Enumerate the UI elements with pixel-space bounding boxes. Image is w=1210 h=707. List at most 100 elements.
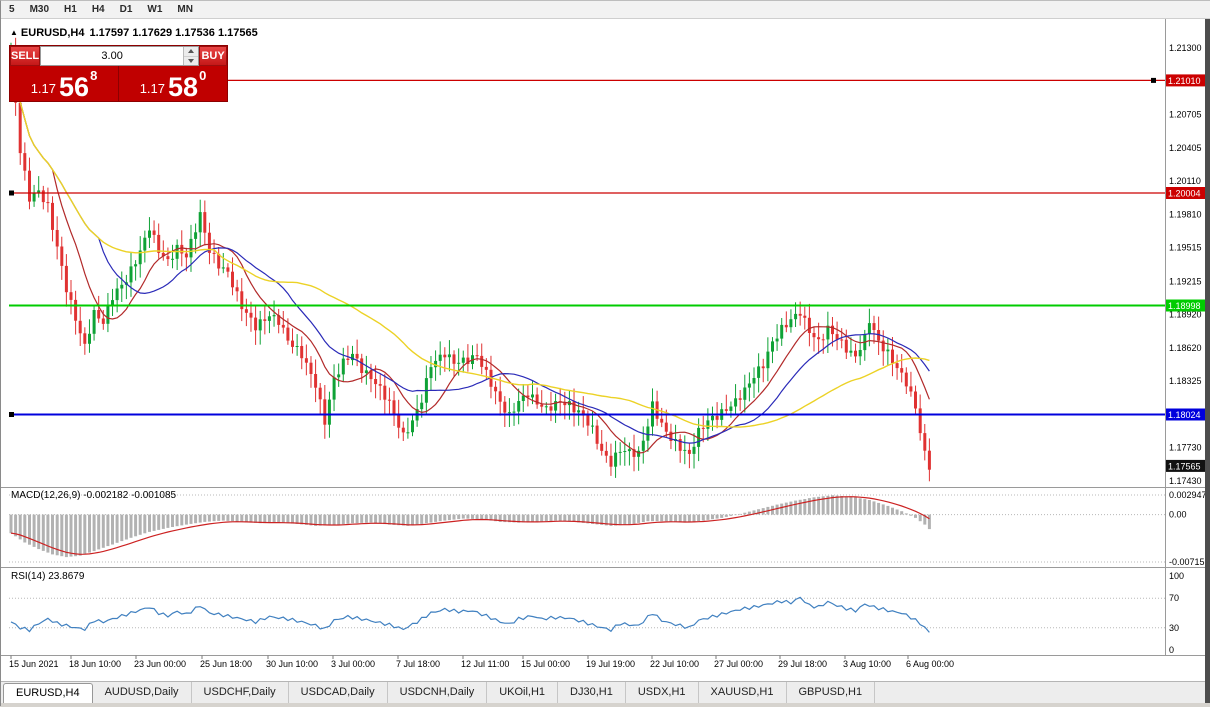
candle-body xyxy=(766,351,770,369)
macd-histogram-bar xyxy=(891,507,894,515)
macd-histogram-bar xyxy=(651,514,654,522)
macd-histogram-bar xyxy=(231,514,234,522)
volume-decrease-button[interactable] xyxy=(184,56,199,65)
macd-histogram-bar xyxy=(687,514,691,523)
timeframe-button-d1[interactable]: D1 xyxy=(119,4,133,15)
macd-histogram-bar xyxy=(678,514,682,523)
chart-tab-xauusd-h1[interactable]: XAUUSD,H1 xyxy=(699,682,787,703)
macd-histogram-bar xyxy=(466,514,470,519)
price-divider xyxy=(118,66,119,101)
macd-histogram-bar xyxy=(254,514,258,523)
timeframe-button-h1[interactable]: H1 xyxy=(64,4,77,15)
macd-histogram-bar xyxy=(923,514,927,525)
macd-histogram-bar xyxy=(291,514,294,524)
candle-body xyxy=(401,427,405,433)
sell-price-display[interactable]: 1.17 56 8 xyxy=(10,66,118,101)
candle-body xyxy=(461,357,465,363)
chart-symbol-label: EURUSD,H4 xyxy=(20,27,85,39)
level-price-badge xyxy=(1166,408,1208,421)
chart-tab-usdcnh-daily[interactable]: USDCNH,Daily xyxy=(388,682,488,703)
macd-histogram-bar xyxy=(37,514,41,550)
line-handle[interactable] xyxy=(9,190,14,196)
price-tick-label: 1.17730 xyxy=(1169,442,1202,452)
candle-body xyxy=(826,325,830,340)
volume-input[interactable] xyxy=(41,47,184,65)
timeframe-button-w1[interactable]: W1 xyxy=(147,4,163,15)
level-price-label: 1.18998 xyxy=(1168,301,1201,311)
chart-tab-audusd-daily[interactable]: AUDUSD,Daily xyxy=(93,682,192,703)
macd-histogram-bar xyxy=(637,514,641,523)
macd-histogram-bar xyxy=(669,514,673,522)
volume-stepper[interactable] xyxy=(40,46,200,66)
candle-body xyxy=(849,350,853,353)
buy-button[interactable]: BUY xyxy=(199,46,227,66)
candle-body xyxy=(858,350,862,357)
timeframe-button-mn[interactable]: MN xyxy=(177,4,193,15)
candle-body xyxy=(503,401,507,413)
chart-tab-usdchf-daily[interactable]: USDCHF,Daily xyxy=(192,682,289,703)
candle-body xyxy=(494,386,498,392)
candle-body xyxy=(632,449,636,457)
macd-histogram-bar xyxy=(295,514,299,524)
macd-histogram-bar xyxy=(706,514,710,520)
macd-histogram-bar xyxy=(134,514,138,537)
macd-histogram-bar xyxy=(392,514,396,525)
candle-body xyxy=(240,291,244,310)
candle-body xyxy=(687,449,691,454)
line-handle[interactable] xyxy=(1151,77,1156,83)
chart-tab-eurusd-h4[interactable]: EURUSD,H4 xyxy=(3,683,93,703)
timeframe-button-m30[interactable]: M30 xyxy=(29,4,50,15)
macd-histogram-bar xyxy=(364,514,368,523)
macd-histogram-bar xyxy=(572,514,576,522)
slow-ma-line xyxy=(10,50,930,428)
timeframe-button-h4[interactable]: H4 xyxy=(91,4,105,15)
candle-body xyxy=(637,450,641,457)
sell-button[interactable]: SELL xyxy=(10,46,41,66)
volume-increase-button[interactable] xyxy=(184,47,199,57)
candle-body xyxy=(148,230,151,238)
macd-histogram-bar xyxy=(581,514,585,523)
buy-price-prefix: 1.17 xyxy=(139,81,166,96)
candle-body xyxy=(554,401,558,411)
level-price-label: 1.20004 xyxy=(1168,189,1201,199)
candle-body xyxy=(817,337,821,340)
macd-histogram-bar xyxy=(240,514,244,522)
price-tick-label: 1.17430 xyxy=(1169,476,1202,486)
macd-histogram-bar xyxy=(724,514,728,517)
candle-body xyxy=(420,402,424,410)
chart-tab-gbpusd-h1[interactable]: GBPUSD,H1 xyxy=(787,682,876,703)
price-axis[interactable]: 1.21300 1.20705 1.20405 1.20110 1.19810 1.195… xyxy=(1166,43,1210,655)
macd-histogram-bar xyxy=(521,514,525,523)
candle-body xyxy=(572,401,576,413)
macd-histogram-bar xyxy=(314,514,318,526)
candle-body xyxy=(724,409,728,411)
chart-tab-ukoil-h1[interactable]: UKOil,H1 xyxy=(487,682,559,703)
chart-tab-dj30-h1[interactable]: DJ30,H1 xyxy=(558,682,626,703)
chart-tab-usdcad-daily[interactable]: USDCAD,Daily xyxy=(289,682,388,703)
macd-histogram-bar xyxy=(32,514,36,547)
candle-body xyxy=(872,323,876,330)
candle-body xyxy=(678,439,682,451)
candle-body xyxy=(51,202,54,230)
line-handle[interactable] xyxy=(9,412,14,417)
chart-tab-usdx-h1[interactable]: USDX,H1 xyxy=(626,682,699,703)
macd-histogram-bar xyxy=(900,511,904,515)
buy-price-display[interactable]: 1.17 58 0 xyxy=(119,66,227,101)
timeframe-button-5[interactable]: 5 xyxy=(9,4,15,15)
macd-histogram-bar xyxy=(277,514,281,523)
macd-histogram-bar xyxy=(369,514,373,523)
candle-body xyxy=(411,420,414,433)
candle-body xyxy=(877,330,881,341)
price-tick-label: 1.20705 xyxy=(1169,110,1202,120)
macd-histogram-bar xyxy=(526,514,530,523)
macd-histogram-bar xyxy=(55,514,59,556)
macd-histogram-bar xyxy=(503,514,507,523)
candle-body xyxy=(184,253,188,258)
macd-histogram-bar xyxy=(844,496,848,515)
time-axis[interactable]: 15 Jun 2021 18 Jun 10:00 23 Jun 00:00 25 Ju… xyxy=(9,655,954,670)
macd-signal-line xyxy=(10,496,930,555)
time-tick-label: 3 Aug 10:00 xyxy=(843,659,891,669)
time-tick-label: 18 Jun 10:00 xyxy=(69,659,121,669)
rsi-axis-label: 30 xyxy=(1169,623,1179,633)
